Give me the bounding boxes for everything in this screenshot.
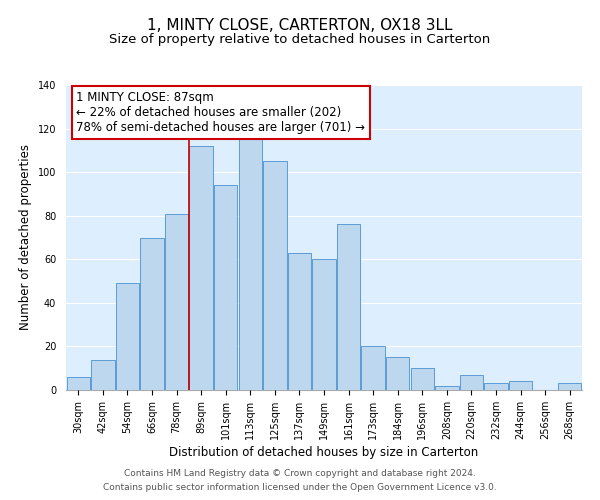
Bar [361,346,385,390]
Bar [313,260,335,390]
Bar [337,224,360,390]
Bar [558,384,581,390]
Bar [165,214,188,390]
Text: 1 MINTY CLOSE: 87sqm
← 22% of detached houses are smaller (202)
78% of semi-deta: 1 MINTY CLOSE: 87sqm ← 22% of detached h… [76,91,365,134]
Bar [484,384,508,390]
Bar [386,358,409,390]
X-axis label: Distribution of detached houses by size in Carterton: Distribution of detached houses by size … [169,446,479,459]
Bar [239,140,262,390]
Bar [190,146,213,390]
Bar [460,375,483,390]
Bar [116,283,139,390]
Y-axis label: Number of detached properties: Number of detached properties [19,144,32,330]
Bar [214,185,238,390]
Bar [67,377,90,390]
Bar [509,382,532,390]
Bar [91,360,115,390]
Text: Contains public sector information licensed under the Open Government Licence v3: Contains public sector information licen… [103,484,497,492]
Bar [263,162,287,390]
Bar [410,368,434,390]
Bar [288,253,311,390]
Bar [140,238,164,390]
Bar [435,386,458,390]
Text: Contains HM Land Registry data © Crown copyright and database right 2024.: Contains HM Land Registry data © Crown c… [124,468,476,477]
Text: 1, MINTY CLOSE, CARTERTON, OX18 3LL: 1, MINTY CLOSE, CARTERTON, OX18 3LL [147,18,453,32]
Text: Size of property relative to detached houses in Carterton: Size of property relative to detached ho… [109,32,491,46]
